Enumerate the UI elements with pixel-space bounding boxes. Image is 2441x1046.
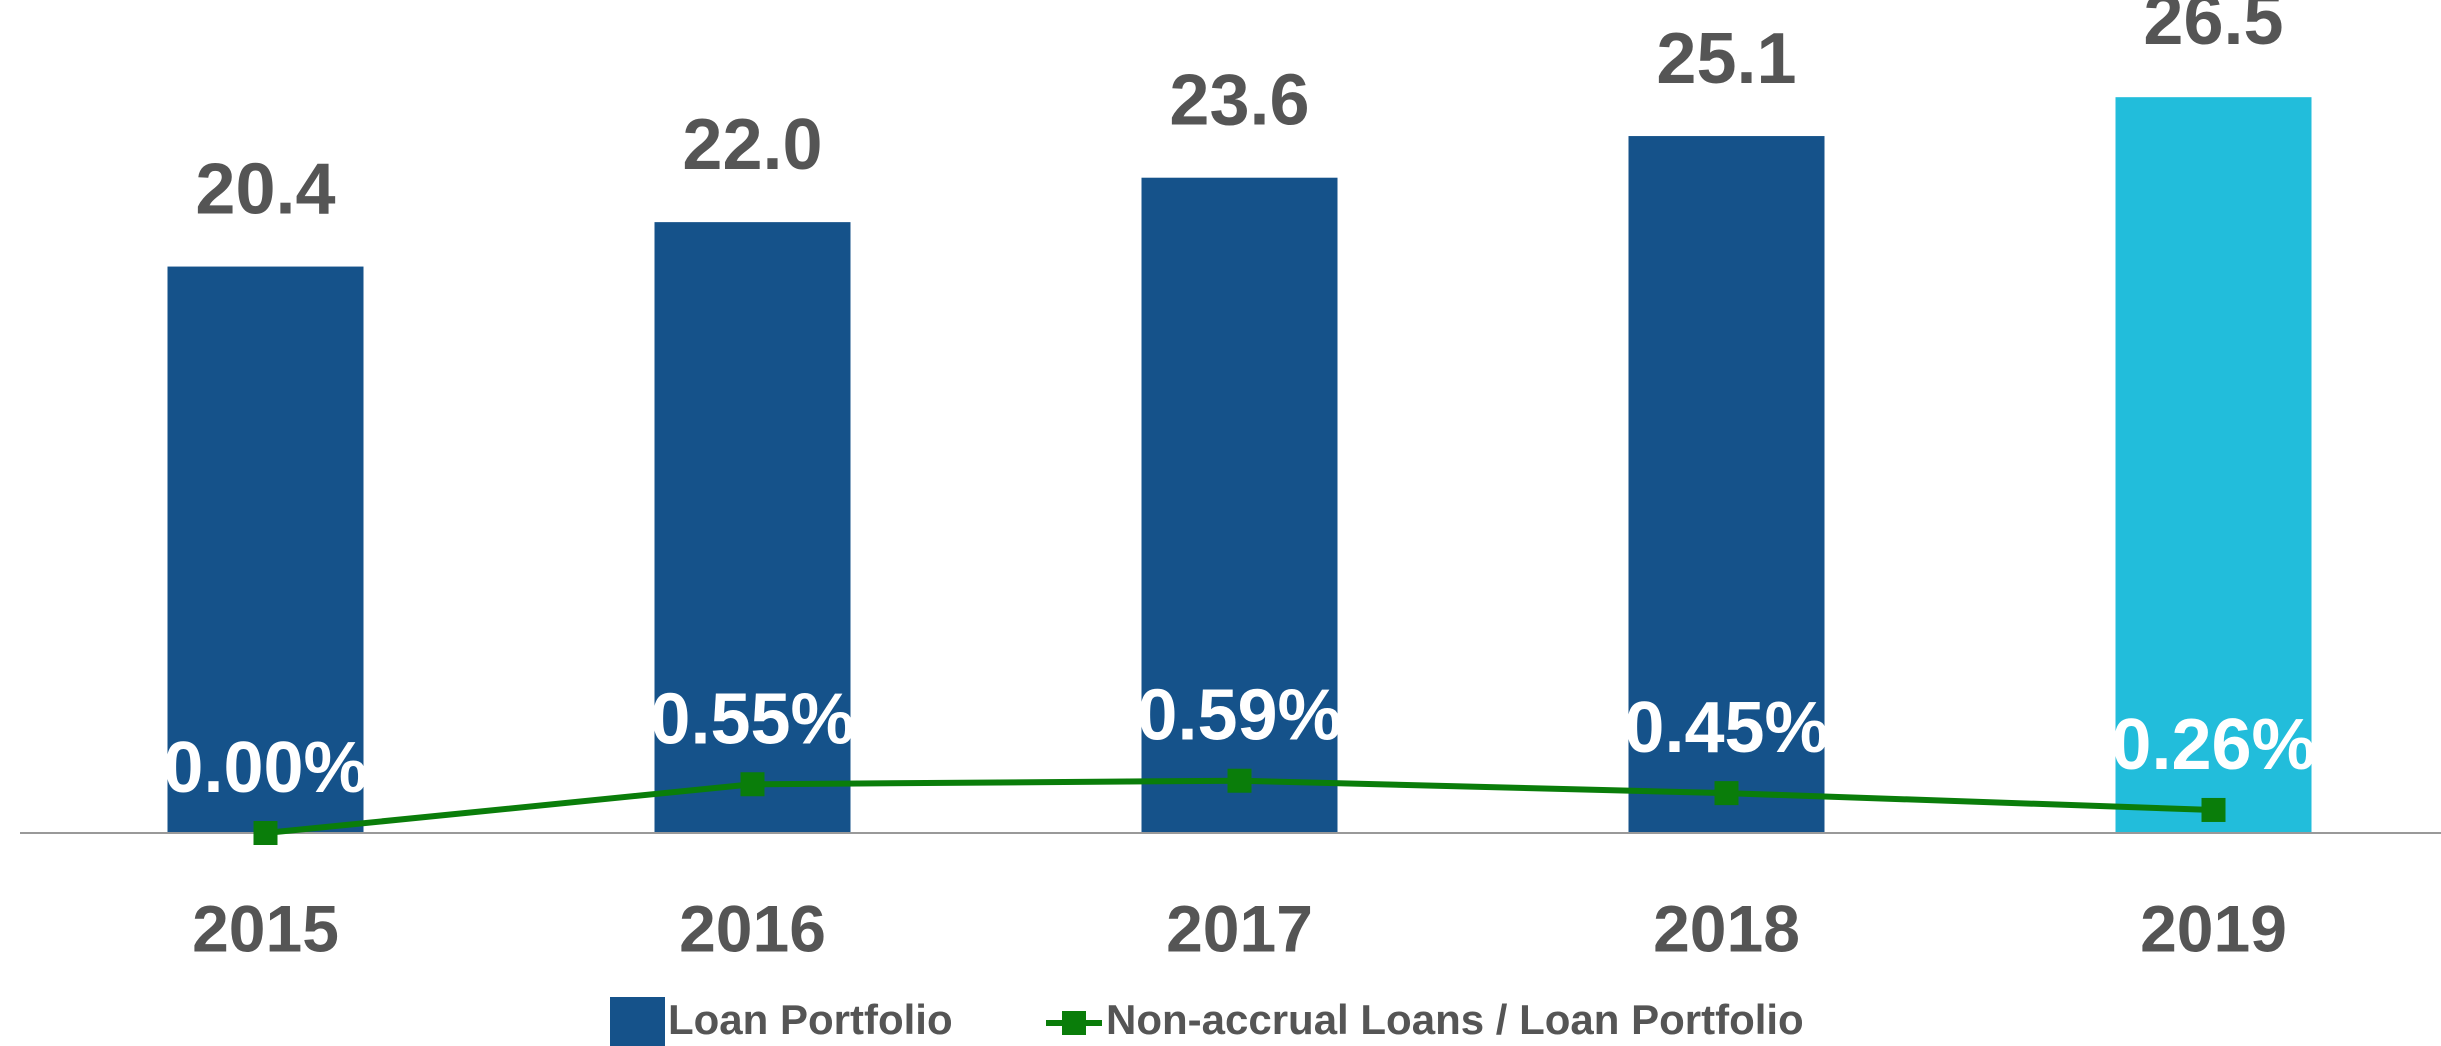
bar-value-label: 22.0	[682, 105, 822, 185]
x-tick-label: 2018	[1653, 891, 1800, 965]
bar	[1141, 177, 1338, 833]
legend-swatch	[610, 997, 665, 1046]
bar	[2115, 97, 2312, 833]
legend-label: Non-accrual Loans / Loan Portfolio	[1106, 996, 1804, 1043]
line-marker	[740, 772, 765, 797]
x-tick-label: 2015	[192, 891, 339, 965]
bar-value-label: 20.4	[195, 150, 335, 230]
line-marker	[2201, 797, 2226, 822]
line-marker	[253, 821, 278, 845]
legend-marker	[1062, 1011, 1086, 1035]
line-value-label: 0.59%	[1137, 676, 1341, 756]
bar	[654, 222, 851, 834]
line-marker	[1227, 768, 1252, 793]
line-value-label: 0.45%	[1624, 688, 1828, 768]
line-value-label: 0.55%	[650, 679, 854, 759]
x-tick-label: 2017	[1166, 891, 1313, 965]
bar-value-label: 26.5	[2143, 0, 2283, 60]
bar	[167, 266, 364, 833]
line-value-label: 0.00%	[163, 728, 367, 808]
x-tick-label: 2019	[2140, 891, 2287, 965]
line-value-label: 0.26%	[2111, 705, 2315, 785]
legend-label: Loan Portfolio	[668, 996, 953, 1043]
x-tick-label: 2016	[679, 891, 826, 965]
bar	[1628, 136, 1825, 834]
bar-value-label: 25.1	[1656, 19, 1796, 99]
bar-value-label: 23.6	[1169, 61, 1309, 141]
line-marker	[1714, 781, 1739, 806]
